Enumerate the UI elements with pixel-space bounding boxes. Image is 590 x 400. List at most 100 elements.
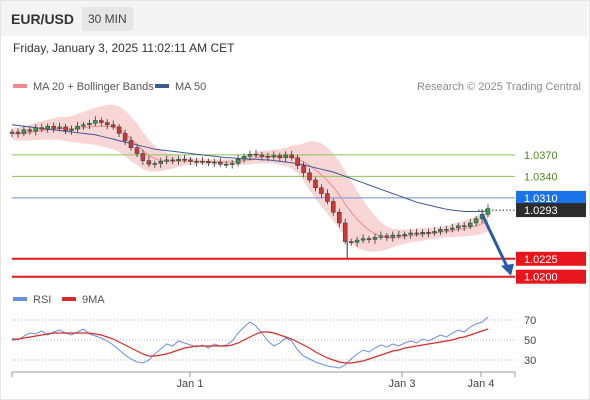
current-price-tag [516, 203, 586, 218]
candle-body [63, 126, 68, 131]
candle-body [259, 154, 265, 157]
candle-body [9, 131, 15, 134]
candle-body [15, 131, 21, 134]
candle-body [271, 155, 277, 158]
candle-body [93, 120, 98, 124]
timestamp: Friday, January 3, 2025 11:02:11 AM CET [13, 41, 235, 55]
level-label-1.0340: 1.0340 [524, 171, 558, 183]
candle-body [39, 127, 45, 130]
candle-body [265, 156, 271, 158]
candle-body [75, 125, 80, 130]
projection-arrow-shaft [480, 213, 510, 270]
candle-body [396, 234, 402, 237]
candle-body [218, 161, 223, 165]
candle-body [331, 201, 336, 213]
candle-body [223, 163, 229, 166]
candle-body [146, 160, 152, 165]
candle-body [473, 218, 479, 224]
candle-body [33, 127, 39, 132]
candle-body [277, 155, 283, 159]
candle-body [122, 133, 128, 141]
level-tag-1.0310 [516, 190, 586, 205]
candle-body [128, 140, 134, 148]
candle-body [200, 161, 205, 163]
rsi-legend-swatch [13, 297, 27, 301]
candle-body [360, 238, 366, 241]
rsi-panel: 70 50 30 [11, 315, 536, 369]
candle-body [283, 154, 288, 159]
candle-body [188, 159, 193, 162]
candle-body [140, 153, 146, 161]
candle-body [444, 229, 449, 231]
candle-body [342, 222, 348, 242]
candle-body [45, 125, 50, 130]
level-tag-1.0225 [516, 251, 586, 266]
x-tick-label: Jan 1 [177, 378, 204, 390]
candle-body [69, 128, 74, 131]
candle-body [408, 232, 413, 235]
rsi-ma-legend-label: 9MA [82, 294, 105, 306]
x-tick-label: Jan 3 [389, 378, 416, 390]
candle-body [372, 237, 378, 240]
credit-text: Research © 2025 Trading Central [417, 81, 581, 93]
candle-body [366, 238, 372, 240]
candle-body [57, 126, 62, 129]
level-label-1.0310: 1.0310 [524, 193, 558, 205]
candle-body [206, 161, 211, 164]
candle-body [325, 193, 330, 202]
candle-body [212, 161, 217, 164]
symbol-label: EUR/USD [11, 11, 75, 27]
interval-badge[interactable]: 30 MIN [82, 7, 133, 31]
candle-body [241, 156, 247, 160]
candle-body [438, 229, 443, 232]
rsi-legend-label: RSI [33, 294, 51, 306]
candle-body [27, 129, 33, 132]
candle-body [104, 122, 110, 126]
candle-body [402, 234, 407, 237]
candle-body [253, 153, 259, 156]
candle-body [485, 208, 491, 215]
candle-body [164, 159, 169, 162]
candle-body [432, 231, 437, 234]
candle-body [456, 225, 461, 229]
rsi-tick-label: 30 [524, 355, 536, 367]
candle-body [152, 163, 158, 165]
candle-body [337, 211, 342, 224]
candle-body [461, 225, 467, 228]
candle-body [116, 126, 122, 134]
rsi-ma-legend-swatch [62, 297, 76, 301]
level-label-1.0225: 1.0225 [524, 254, 558, 266]
candle-body [420, 232, 425, 234]
candle-body [295, 157, 300, 166]
candle-body [426, 232, 431, 234]
current-price-label: 1.0293 [524, 205, 558, 217]
candle-body [247, 153, 253, 157]
candle-body [99, 120, 104, 123]
legend: MA 20 + Bollinger Bands MA 50 Research © 2… [13, 81, 581, 306]
ma20-legend-label: MA 20 + Bollinger Bands [33, 81, 154, 93]
level-tag-1.0200 [516, 269, 586, 284]
candle-body [348, 241, 354, 243]
candle-body [87, 123, 92, 126]
candle-body [384, 235, 390, 238]
candle-body [170, 159, 175, 162]
candle-body [390, 234, 396, 238]
candle-body [176, 158, 181, 161]
rsi-tick-label: 70 [524, 315, 536, 327]
candle-body [51, 125, 56, 129]
candle-body [194, 161, 199, 163]
candle-body [301, 165, 306, 174]
rsi-line [11, 316, 489, 369]
candle-body [450, 227, 455, 230]
candle-body [467, 222, 473, 227]
candle-body [110, 124, 116, 128]
candle-body [319, 187, 324, 194]
ma50-legend-label: MA 50 [175, 81, 206, 93]
candle-body [21, 129, 27, 134]
candle-body [235, 158, 241, 164]
x-tick-label: Jan 4 [468, 378, 495, 390]
candle-body [313, 179, 318, 189]
candle-body [158, 161, 164, 164]
x-axis: Jan 1 Jan 3 Jan 4 [11, 371, 516, 390]
